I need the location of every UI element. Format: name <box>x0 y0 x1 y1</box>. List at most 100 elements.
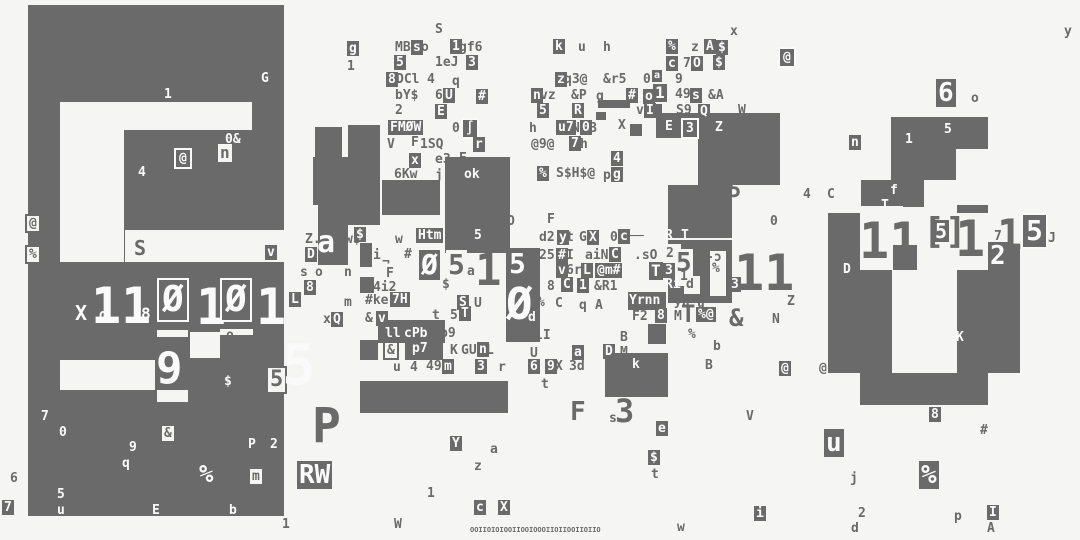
glyph: W <box>738 103 746 118</box>
glyph: r <box>473 137 485 152</box>
glyph: 5 <box>474 228 482 243</box>
glyph: n <box>344 265 352 280</box>
glyph: i <box>754 506 766 521</box>
glyph: Ø <box>157 278 189 322</box>
glyph: t <box>651 467 659 482</box>
glyph: T <box>881 198 889 213</box>
glyph: E <box>435 104 447 119</box>
glyph: k <box>632 357 640 372</box>
glyph: M <box>674 309 682 324</box>
glyph: %@ <box>696 307 716 322</box>
dark-block <box>903 198 924 207</box>
glyph: % <box>537 295 545 310</box>
light-cutout <box>684 276 700 294</box>
glyph: # <box>626 88 638 103</box>
glyph: E <box>152 503 160 518</box>
glyph: vz <box>540 88 556 103</box>
glyph: 8 <box>929 407 941 422</box>
glyph: A <box>704 39 716 54</box>
glyph: S$H$@ <box>556 166 596 181</box>
glyph: 9 <box>545 359 557 374</box>
dark-block <box>318 205 348 265</box>
glyph: o <box>421 40 429 55</box>
glyph: a <box>317 225 336 260</box>
glyph: @ <box>779 361 791 376</box>
glyph: 5 <box>537 103 549 118</box>
glyph: ∫ <box>461 118 479 139</box>
glyph: X <box>75 301 88 325</box>
dark-block <box>348 125 380 225</box>
glyph: 5 <box>728 178 742 203</box>
glyph: D <box>603 344 615 359</box>
glyph: Q <box>698 104 710 119</box>
glyph: % <box>919 460 939 490</box>
glyph: u7 <box>556 120 576 135</box>
glyph: v <box>376 311 388 326</box>
glyph: 7 <box>569 136 581 151</box>
glyph: V <box>746 409 754 424</box>
glyph: DCl <box>396 72 420 87</box>
glyph: c <box>474 500 486 515</box>
glyph: 6r <box>566 263 582 278</box>
glyph: A <box>595 298 603 313</box>
glyph: $ <box>442 277 450 292</box>
glyph: d <box>528 310 536 325</box>
glyph: & <box>365 311 373 326</box>
glyph: X <box>498 500 510 515</box>
glyph: 8 <box>304 280 316 295</box>
glyph: o <box>315 265 323 280</box>
glyph: yn <box>674 294 690 309</box>
glyph: 11 <box>734 244 795 302</box>
glyph: D <box>305 247 317 262</box>
glyph: &P <box>571 88 587 103</box>
glyph: p <box>954 509 962 524</box>
glyph: 7 <box>2 500 14 515</box>
glyph: FMØW <box>388 120 424 135</box>
glyph: Z. <box>305 232 321 247</box>
glyph: Z <box>787 294 795 309</box>
glyph: 5 <box>933 219 950 243</box>
glyph: s <box>690 88 702 103</box>
glyph: Q <box>331 312 343 327</box>
glyph: 8 <box>386 72 398 87</box>
glyph: e3 <box>435 152 451 167</box>
glyph: 11 <box>91 277 152 335</box>
glyph: $ <box>716 40 728 55</box>
glyph: cPb <box>404 326 428 341</box>
glyph: Ri <box>665 277 681 292</box>
glyph: L <box>289 292 301 307</box>
glyph: 7 <box>683 56 691 71</box>
glyph: 4 <box>803 187 811 202</box>
glyph: O <box>507 214 515 229</box>
glyph: y <box>557 230 569 245</box>
glyph: 5 <box>266 366 288 394</box>
glyph: 0 <box>580 120 592 135</box>
glyph: 5 <box>282 333 316 398</box>
glyph: a <box>652 70 663 82</box>
glyph: T <box>681 228 689 243</box>
glyph: @ <box>778 47 796 68</box>
glyph: 3 <box>729 277 741 292</box>
glyph: u <box>697 296 705 311</box>
glyph: Ø <box>419 248 440 281</box>
glyph: 2 <box>395 103 403 118</box>
dark-block <box>668 185 732 238</box>
glyph: s <box>411 40 423 55</box>
glyph: aiN <box>585 248 609 263</box>
glyph: G <box>579 230 587 245</box>
glyph: K <box>956 330 964 345</box>
glyph: M <box>620 345 628 360</box>
glyph: Ø <box>220 278 252 322</box>
glyph: 4i2 <box>373 280 397 295</box>
glyph: m <box>344 295 352 310</box>
glyph: n <box>531 88 543 103</box>
glyph: @ <box>174 148 192 169</box>
glyph: & <box>160 424 176 443</box>
light-cutout <box>157 390 188 402</box>
glyph: 5 <box>1021 213 1048 249</box>
glyph: X <box>555 359 563 374</box>
glyph: z <box>474 459 482 474</box>
glyph: x <box>323 312 331 327</box>
glyph: S <box>457 295 469 310</box>
